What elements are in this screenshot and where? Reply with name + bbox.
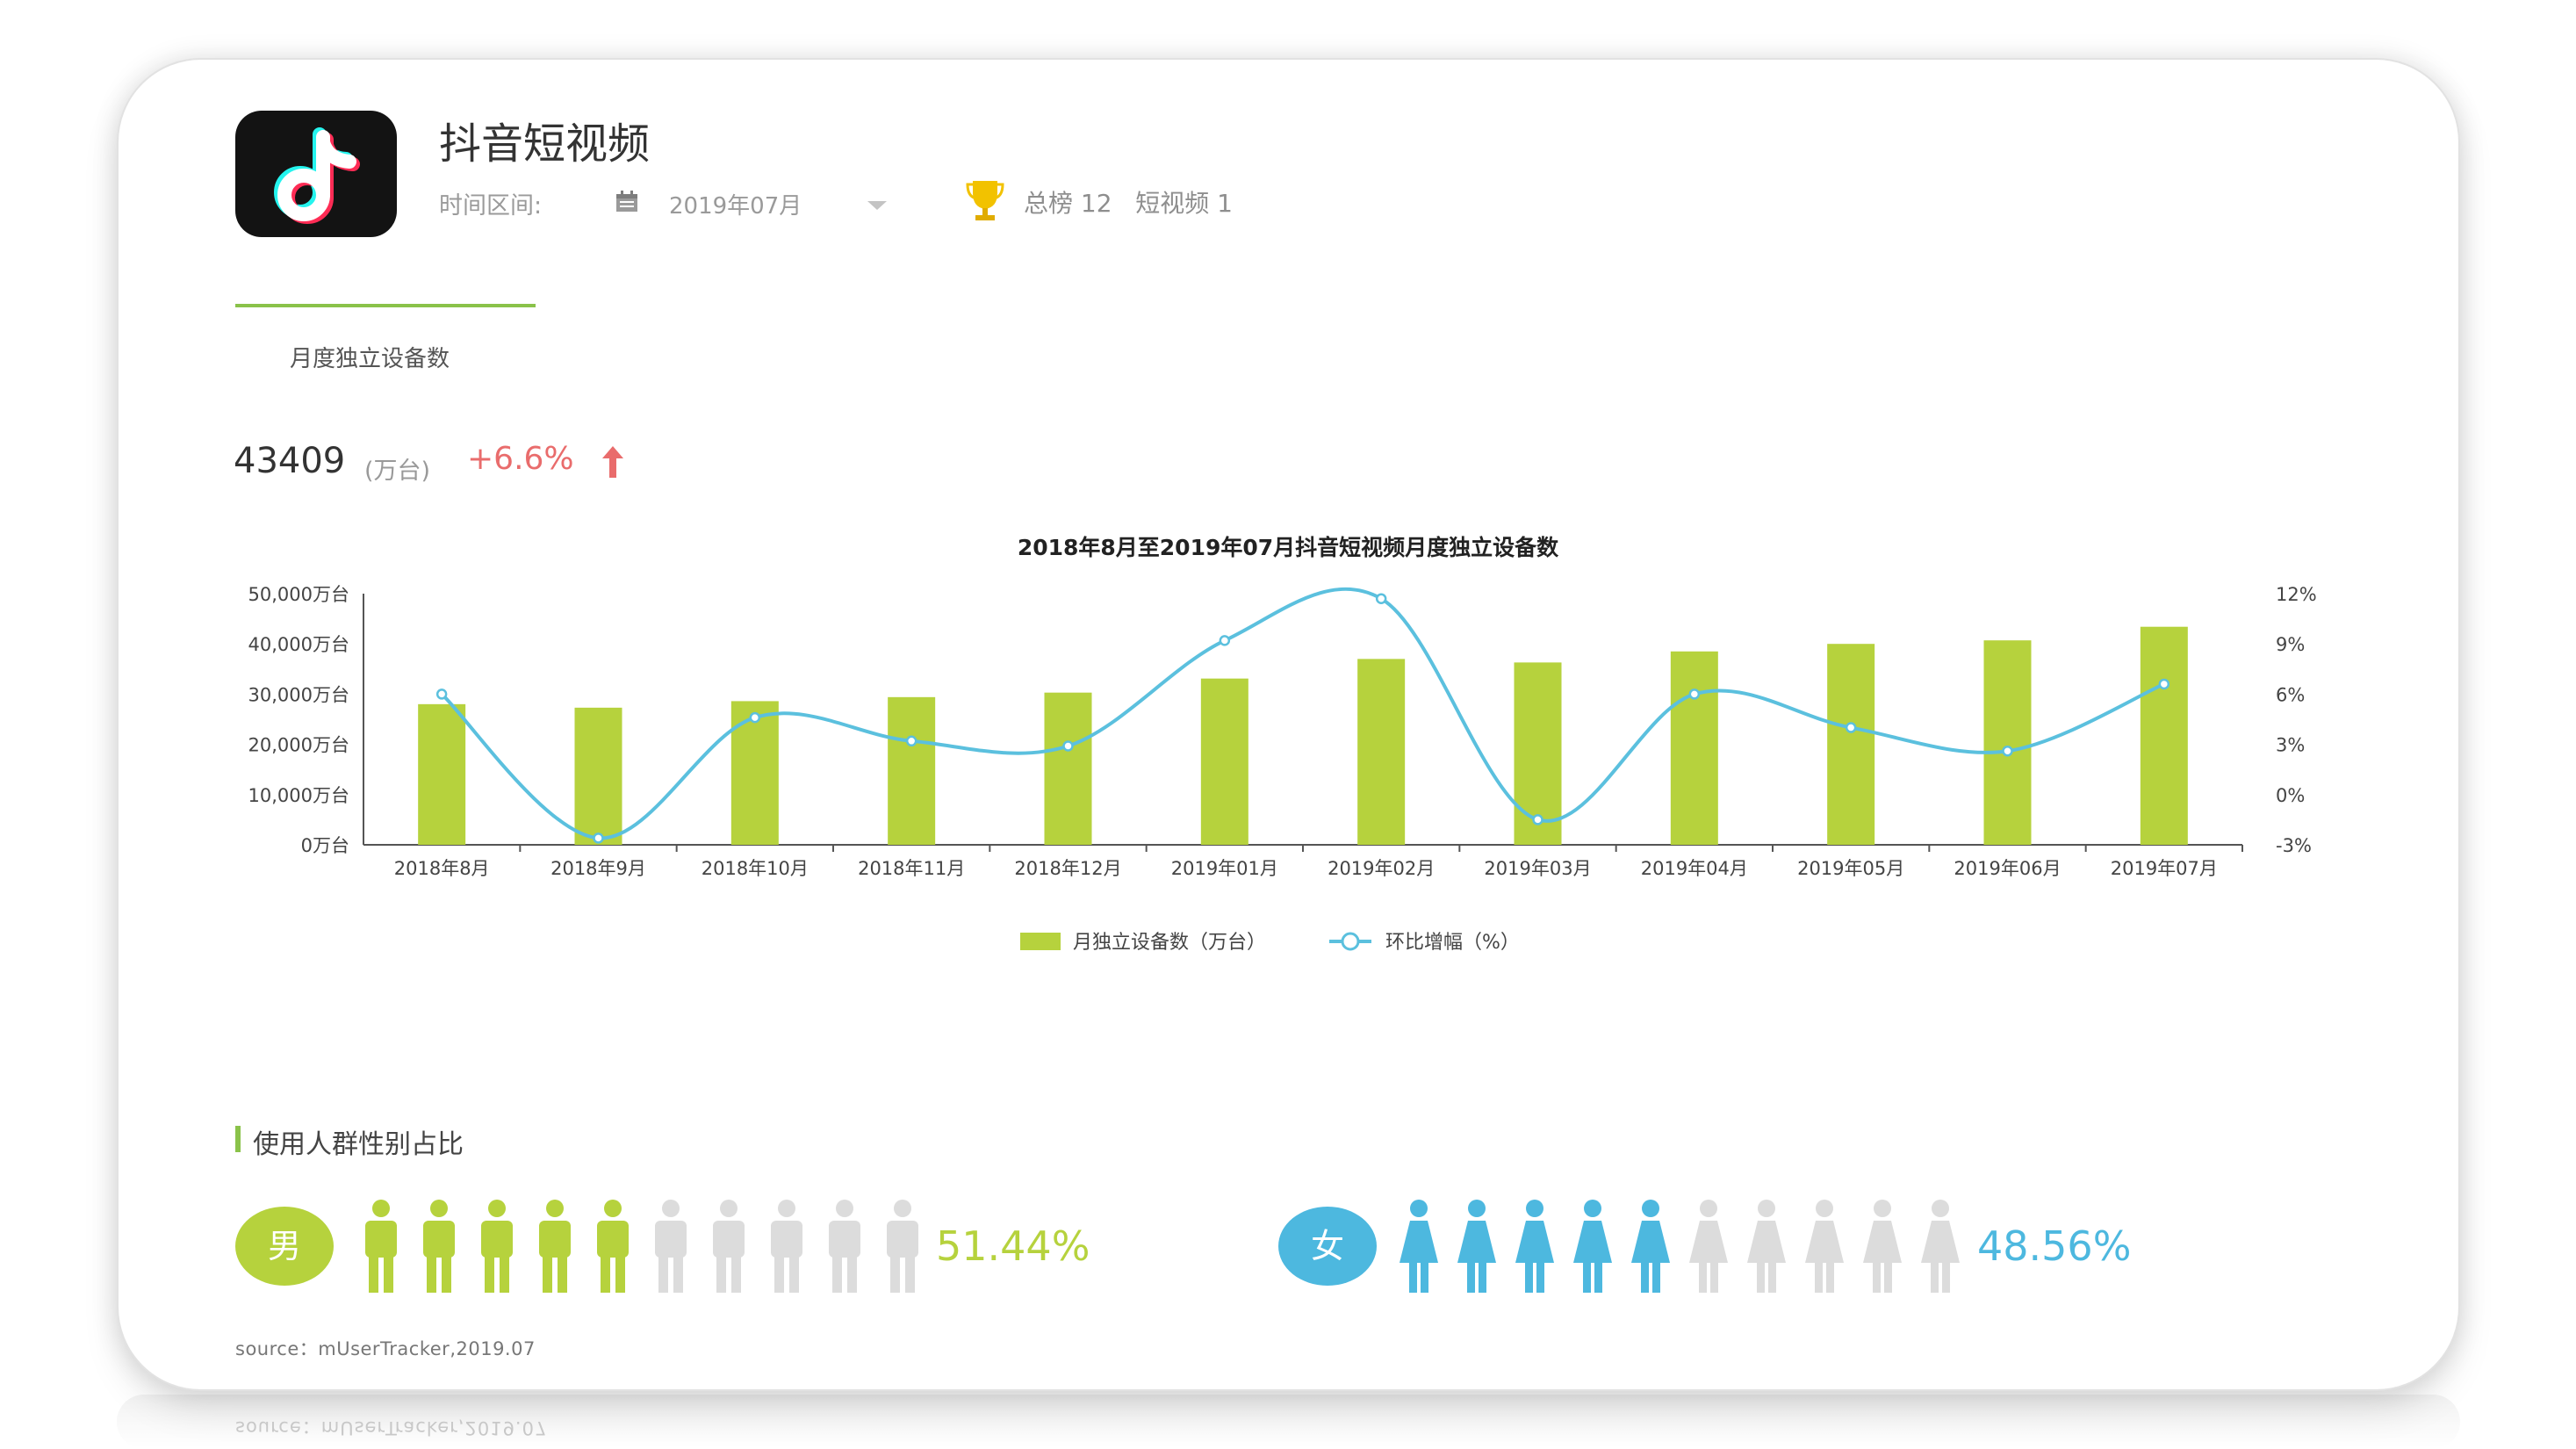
bar — [1827, 644, 1875, 845]
y2-tick-label: 9% — [2276, 634, 2305, 655]
female-percent: 48.56% — [1977, 1222, 2132, 1270]
female-person-icon — [1687, 1200, 1730, 1293]
growth-percent: +6.6% — [467, 441, 574, 477]
chart-title: 2018年8月至2019年07月抖音短视频月度独立设备数 — [1017, 535, 1559, 560]
bar — [574, 707, 622, 845]
x-tick-label: 2019年04月 — [1641, 858, 1748, 879]
y2-tick-label: 12% — [2276, 584, 2317, 605]
female-badge: 女 — [1278, 1207, 1377, 1286]
male-person-icon — [476, 1200, 518, 1293]
legend-line-marker — [1341, 932, 1360, 951]
male-person-icon — [708, 1200, 750, 1293]
legend-bar-swatch — [1020, 933, 1061, 950]
female-icon-row — [1398, 1200, 1960, 1293]
bar — [418, 703, 466, 845]
male-person-icon — [360, 1200, 402, 1293]
section-marker — [235, 1126, 241, 1152]
line-point — [1532, 814, 1543, 825]
male-person-icon — [650, 1200, 692, 1293]
y2-tick-label: 3% — [2276, 735, 2305, 756]
female-person-icon — [1514, 1200, 1556, 1293]
male-icon-row — [360, 1200, 922, 1293]
male-percent: 51.44% — [936, 1222, 1090, 1270]
x-tick-label: 2018年12月 — [1014, 858, 1121, 879]
x-tick-label: 2019年07月 — [2111, 858, 2218, 879]
male-person-icon — [534, 1200, 576, 1293]
date-select[interactable]: 2019年07月 — [669, 193, 802, 220]
line-point — [749, 711, 761, 724]
device-count-unit: (万台) — [364, 458, 431, 485]
arrow-up-icon — [601, 444, 625, 479]
y-tick-label: 40,000万台 — [248, 634, 349, 655]
tiktok-logo-icon — [235, 111, 397, 237]
line-point — [1688, 688, 1701, 700]
y-tick-label: 0万台 — [301, 835, 349, 856]
bar — [1983, 640, 2032, 845]
source-note: source：mUserTracker,2019.07 — [235, 1338, 536, 1359]
bar — [2140, 626, 2188, 845]
x-tick-label: 2018年11月 — [858, 858, 965, 879]
female-person-icon — [1861, 1200, 1903, 1293]
x-tick-label: 2019年03月 — [1484, 858, 1591, 879]
x-tick-label: 2019年06月 — [1954, 858, 2061, 879]
female-person-icon — [1745, 1200, 1788, 1293]
line-point — [905, 735, 917, 747]
tab-active-underline — [235, 304, 536, 307]
male-badge: 男 — [235, 1207, 334, 1286]
female-person-icon — [1456, 1200, 1498, 1293]
line-point — [1062, 740, 1074, 752]
trophy-icon — [966, 179, 1004, 223]
x-tick-label: 2018年8月 — [394, 858, 490, 879]
card-reflection — [117, 1395, 2460, 1449]
line-point — [435, 688, 448, 700]
male-person-icon — [824, 1200, 866, 1293]
app-card — [117, 58, 2460, 1391]
y-tick-label: 50,000万台 — [248, 584, 349, 605]
legend-line-label: 环比增幅（%） — [1385, 932, 1520, 954]
line-point — [1375, 593, 1387, 604]
female-person-icon — [1398, 1200, 1440, 1293]
bar — [1044, 692, 1092, 845]
male-person-icon — [418, 1200, 460, 1293]
dropdown-arrow-icon[interactable] — [866, 198, 889, 211]
y2-tick-label: -3% — [2276, 835, 2312, 856]
x-tick-label: 2018年10月 — [702, 858, 809, 879]
legend-bar-label: 月独立设备数（万台） — [1073, 932, 1266, 954]
gender-section-title: 使用人群性别占比 — [253, 1129, 464, 1160]
y-tick-label: 30,000万台 — [248, 684, 349, 705]
line-point — [1219, 635, 1231, 646]
y2-tick-label: 0% — [2276, 785, 2305, 806]
x-tick-label: 2019年01月 — [1171, 858, 1278, 879]
line-point — [2002, 745, 2013, 757]
line-point — [2158, 678, 2170, 690]
line-point — [1845, 722, 1857, 733]
x-tick-label: 2019年02月 — [1328, 858, 1435, 879]
bar — [1200, 678, 1248, 845]
bar — [1670, 651, 1718, 845]
y-tick-label: 10,000万台 — [248, 785, 349, 806]
rank-info: 总榜 12 短视频 1 — [1024, 189, 1233, 218]
y2-tick-label: 6% — [2276, 684, 2305, 705]
x-tick-label: 2019年05月 — [1797, 858, 1904, 879]
x-tick-label: 2018年9月 — [550, 858, 646, 879]
bar — [1357, 659, 1406, 845]
line-series — [440, 587, 2165, 840]
female-person-icon — [1919, 1200, 1961, 1293]
calendar-icon[interactable] — [615, 190, 639, 213]
male-person-icon — [881, 1200, 924, 1293]
female-person-icon — [1572, 1200, 1614, 1293]
female-person-icon — [1803, 1200, 1846, 1293]
line-point — [593, 833, 604, 844]
y-tick-label: 20,000万台 — [248, 735, 349, 756]
time-range-label: 时间区间: — [439, 192, 543, 220]
tab-monthly-devices[interactable]: 月度独立设备数 — [290, 346, 450, 372]
device-count-value: 43409 — [234, 441, 346, 481]
female-person-icon — [1630, 1200, 1672, 1293]
app-title: 抖音短视频 — [439, 119, 651, 169]
male-person-icon — [592, 1200, 634, 1293]
male-person-icon — [766, 1200, 808, 1293]
bar — [888, 696, 936, 845]
